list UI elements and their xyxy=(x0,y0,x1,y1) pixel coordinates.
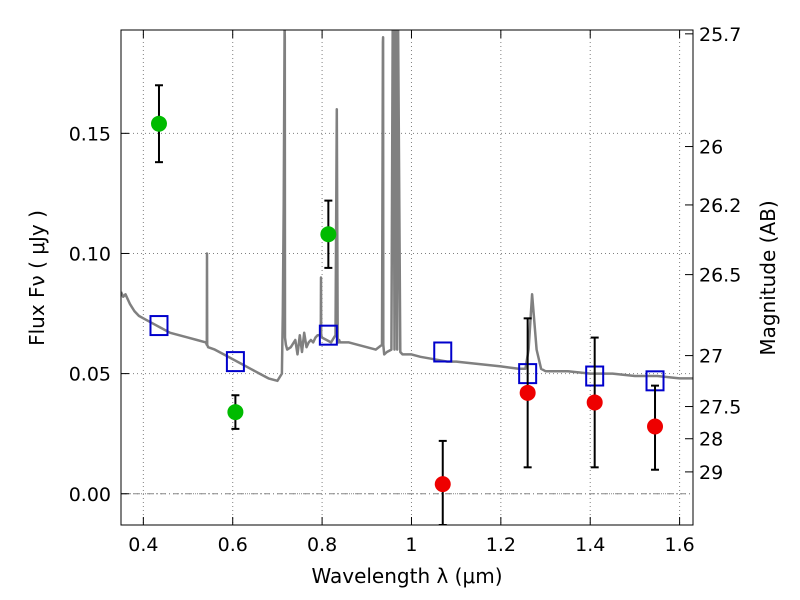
right-tick-label: 26 xyxy=(699,137,723,159)
y-tick-label: 0.10 xyxy=(69,243,111,265)
right-tick-label: 29 xyxy=(699,462,723,484)
x-tick-label: 0.6 xyxy=(218,534,248,556)
green-data-point xyxy=(150,115,167,132)
red-data-point xyxy=(647,418,664,435)
y-tick-label: 0.15 xyxy=(69,123,111,145)
red-data-point xyxy=(586,394,603,411)
model-square xyxy=(225,351,245,373)
red-data-point xyxy=(519,384,536,401)
x-tick-label: 1.6 xyxy=(664,534,694,556)
right-tick-label: 26.2 xyxy=(699,195,741,217)
plot-area xyxy=(121,30,693,525)
red-data-point xyxy=(434,476,451,493)
y-tick-label: 0.05 xyxy=(69,364,111,386)
x-tick-label: 1.2 xyxy=(486,534,516,556)
x-tick-label: 0.8 xyxy=(307,534,337,556)
right-axis-label: Magnitude (AB) xyxy=(756,200,780,355)
model-square xyxy=(433,341,453,363)
green-data-point xyxy=(227,404,244,421)
model-square xyxy=(318,324,338,346)
y-tick-label: 0.00 xyxy=(69,484,111,506)
x-axis-label: Wavelength λ (μm) xyxy=(311,564,502,588)
x-tick-label: 0.4 xyxy=(128,534,158,556)
right-tick-label: 27.5 xyxy=(699,397,741,419)
right-tick-label: 27 xyxy=(699,346,723,368)
model-square xyxy=(149,315,169,337)
right-tick-label: 25.7 xyxy=(699,24,741,46)
ticks: 0.4 0.6 0.8 1 1.2 1.4 1.6 0.00 0.05 0.10 0.15 25.7 2… xyxy=(69,24,742,556)
right-tick-label: 28 xyxy=(699,429,723,451)
x-tick-label: 1 xyxy=(405,534,417,556)
green-data-point xyxy=(320,226,337,243)
right-tick-label: 26.5 xyxy=(699,265,741,287)
x-tick-label: 1.4 xyxy=(575,534,605,556)
plot-frame xyxy=(120,29,694,526)
y-axis-label: Flux Fν ( μJy ) xyxy=(25,210,49,346)
